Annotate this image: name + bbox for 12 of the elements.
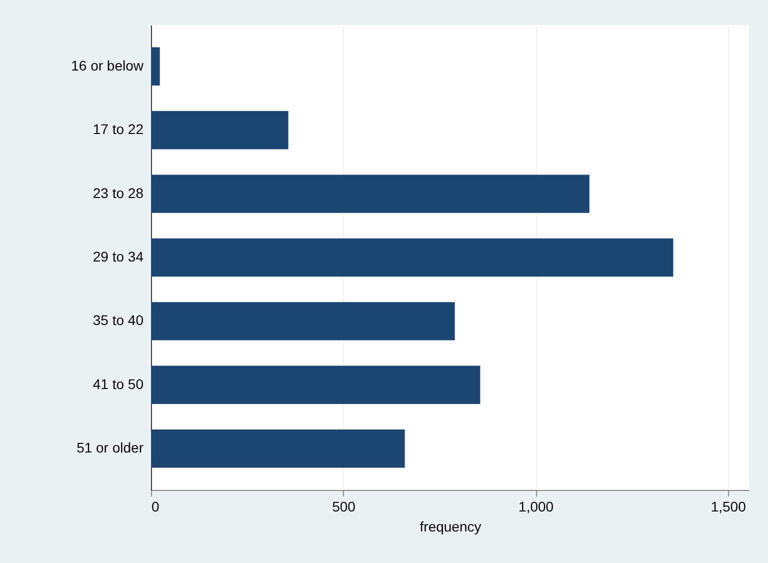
y-tick-label: 41 to 50 — [92, 376, 144, 392]
x-tick-label: 500 — [332, 498, 356, 514]
y-tick-label: 29 to 34 — [92, 248, 144, 264]
y-tick-label: 17 to 22 — [92, 121, 144, 138]
x-axis-title: frequency — [420, 518, 482, 534]
y-tick-label: 35 to 40 — [92, 312, 144, 328]
y-tick-label: 16 or below — [71, 57, 144, 74]
y-tick-label: 23 to 28 — [92, 184, 144, 201]
y-tick-label: 51 or older — [76, 440, 144, 456]
x-tick-label: 1,000 — [518, 498, 554, 514]
x-tick-label: 0 — [152, 498, 160, 514]
x-tick-label: 1,500 — [710, 498, 746, 514]
